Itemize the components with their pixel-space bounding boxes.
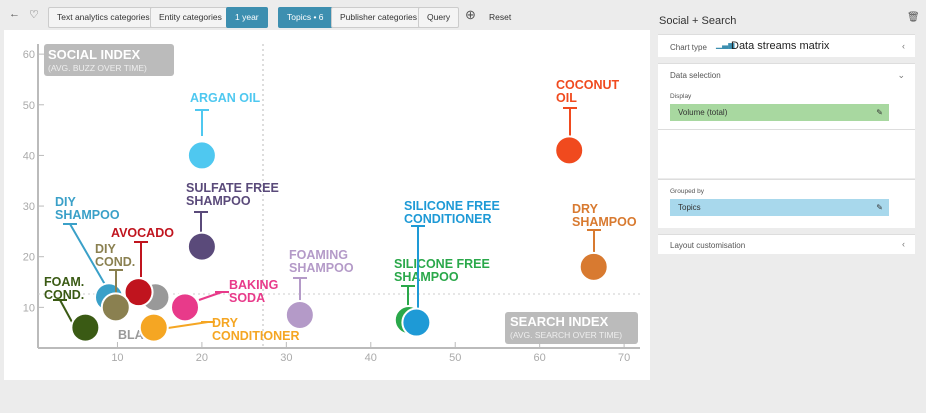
- bubble: [578, 251, 609, 282]
- display-label: Display: [670, 93, 692, 100]
- edit-icon[interactable]: ✎: [876, 108, 883, 117]
- bubble-label: FOAMING: [289, 248, 348, 262]
- grouped-field[interactable]: Topics ✎: [670, 199, 889, 216]
- data-selection-section: Data selection ⌄ Display Volume (total) ✎: [658, 63, 915, 130]
- chart-type-section[interactable]: Chart type ▁▃▅ Data streams matrix ‹: [658, 34, 915, 57]
- bubble-label: SHAMPOO: [55, 208, 120, 222]
- bubble-label: COND.: [95, 255, 135, 269]
- bubble: [100, 292, 131, 323]
- y-subtitle: (AVG. BUZZ OVER TIME): [48, 63, 147, 73]
- back-icon[interactable]: ←: [9, 8, 20, 20]
- x-tick-label: 10: [111, 352, 123, 364]
- side-panel: Social + Search 🗑 Chart type ▁▃▅ Data st…: [655, 0, 925, 413]
- bubble-label: ARGAN OIL: [190, 91, 261, 105]
- panel-title: Social + Search: [659, 15, 737, 27]
- bubble-label: SODA: [229, 291, 265, 305]
- x-tick-label: 60: [534, 352, 546, 364]
- chart-type-icon: ▁▃▅: [716, 40, 735, 49]
- chart-type-value: Data streams matrix: [731, 40, 830, 52]
- x-subtitle: (AVG. SEARCH OVER TIME): [510, 330, 622, 340]
- chevron: ‹: [902, 41, 905, 51]
- bubble: [186, 140, 217, 171]
- filter-button[interactable]: Text analytics categories: [48, 7, 159, 28]
- edit-icon[interactable]: ✎: [876, 203, 883, 212]
- bubble-label: DRY: [212, 316, 239, 330]
- x-tick-label: 70: [618, 352, 630, 364]
- bubble-label: BAKING: [229, 278, 278, 292]
- y-title-box: [44, 44, 174, 76]
- bubble: [186, 231, 217, 262]
- bubble-label: CONDITIONER: [212, 329, 300, 343]
- connector: [198, 291, 223, 301]
- bubble-label: SHAMPOO: [289, 261, 354, 275]
- chevron: ⌄: [897, 70, 905, 80]
- delete-icon[interactable]: 🗑: [907, 12, 920, 23]
- filter-button[interactable]: 1 year: [226, 7, 268, 28]
- bubble-label: DIY: [95, 242, 117, 256]
- bubble-label: COND.: [44, 288, 84, 302]
- display-value: Volume (total): [678, 108, 728, 117]
- bubble-label: SHAMPOO: [394, 270, 459, 284]
- bubble: [123, 277, 154, 308]
- section-title[interactable]: Data selection: [670, 71, 721, 80]
- layout-section[interactable]: Layout customisation ‹: [658, 234, 915, 254]
- section-title: Layout customisation: [670, 241, 746, 250]
- bubble-label: SULFATE FREE: [186, 181, 279, 195]
- bubble-label: AVOCADO: [111, 226, 174, 240]
- y-title: SOCIAL INDEX: [48, 47, 141, 62]
- reset-button[interactable]: Reset: [489, 12, 512, 22]
- filter-button[interactable]: Topics • 6: [278, 7, 333, 28]
- y-tick-label: 10: [23, 302, 35, 314]
- x-tick-label: 40: [365, 352, 377, 364]
- x-tick-label: 20: [196, 352, 208, 364]
- bubble-label: FOAM.: [44, 275, 84, 289]
- bubble-label: COCONUT: [556, 78, 620, 92]
- bubble: [401, 307, 432, 338]
- bubble-label: DRY: [572, 202, 599, 216]
- bubble: [70, 312, 101, 343]
- connector: [69, 223, 108, 289]
- filter-button[interactable]: Query: [418, 7, 460, 28]
- bubble: [170, 292, 200, 323]
- chevron: ‹: [902, 239, 905, 249]
- connector: [59, 299, 73, 323]
- bubble: [554, 135, 585, 166]
- chart-type-label: Chart type: [670, 43, 707, 52]
- grouped-label: Grouped by: [670, 188, 704, 195]
- bubble-label: OIL: [556, 91, 577, 105]
- bubble-label: SHAMPOO: [572, 215, 637, 229]
- chart: SOCIAL INDEX (AVG. BUZZ OVER TIME) SEARC…: [23, 44, 640, 364]
- bubble: [284, 299, 315, 330]
- y-tick-label: 60: [23, 49, 35, 61]
- bubble: [138, 312, 169, 343]
- add-icon[interactable]: ⊕: [465, 7, 476, 22]
- bubble-label: DIY: [55, 195, 77, 209]
- y-tick-label: 20: [23, 252, 35, 264]
- x-title: SEARCH INDEX: [510, 314, 609, 329]
- x-title-box: [505, 312, 638, 344]
- y-tick-label: 30: [23, 201, 35, 213]
- bubble-label: SHAMPOO: [186, 194, 251, 208]
- bubble-label: SILICONE FREE: [394, 257, 490, 271]
- x-tick-label: 30: [280, 352, 292, 364]
- y-tick-label: 40: [23, 150, 35, 162]
- grouped-value: Topics: [678, 203, 701, 212]
- y-tick-label: 50: [23, 100, 35, 112]
- bubble-label: CONDITIONER: [404, 212, 492, 226]
- bubble-label: SILICONE FREE: [404, 199, 500, 213]
- favorite-icon[interactable]: ♡: [29, 9, 39, 21]
- grouped-section: Grouped by Topics ✎: [658, 179, 915, 228]
- display-field[interactable]: Volume (total) ✎: [670, 104, 889, 121]
- x-tick-label: 50: [449, 352, 461, 364]
- spacer-section: [658, 129, 915, 178]
